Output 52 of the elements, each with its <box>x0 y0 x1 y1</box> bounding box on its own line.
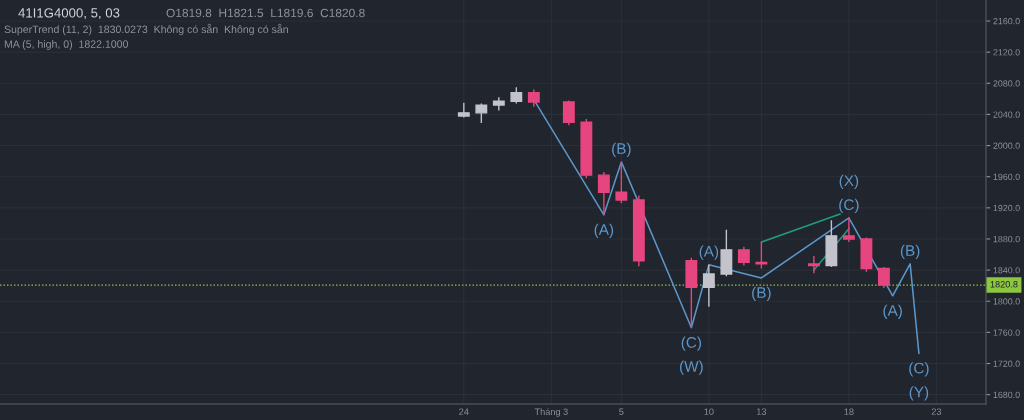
y-tick-label: 1840.0 <box>993 267 1020 274</box>
candlestick <box>755 241 768 270</box>
y-tick-label: 2000.0 <box>993 142 1020 149</box>
candlestick <box>685 256 698 329</box>
annotation: (A) <box>883 304 902 319</box>
annotation: O1819.8 H1821.5 L1819.6 C1820.8 <box>166 8 365 18</box>
y-tick-label: 1800.0 <box>993 298 1020 305</box>
candlestick <box>580 118 593 179</box>
x-tick-label: 13 <box>756 408 767 415</box>
candlestick <box>860 236 873 273</box>
y-tick-label: 2080.0 <box>993 80 1020 87</box>
annotation: (B) <box>900 244 920 259</box>
candlestick <box>825 219 838 268</box>
y-tick-label: 1680.0 <box>993 391 1020 398</box>
ref-line-label: 1820.8 <box>990 281 1018 288</box>
annotation: (C) <box>909 362 929 377</box>
x-tick-label: 18 <box>844 408 854 415</box>
text: 41I1G4000, 5, 03 <box>18 8 120 20</box>
annotation: (W) <box>680 360 703 375</box>
x-tick-label: 24 <box>459 408 469 415</box>
x-tick-label: Tháng 3 <box>534 408 568 417</box>
y-tick-label: 1880.0 <box>993 235 1020 243</box>
annotation: (B) <box>752 286 771 302</box>
annotation: (C) <box>681 336 702 351</box>
annotation: MA (5, high, 0) 1822.1000 <box>4 40 128 50</box>
annotation: (Y) <box>909 386 929 401</box>
annotation: SuperTrend (11, 2) 1830.0273 Không có sẵn Không có sẵn <box>4 23 288 36</box>
candlestick <box>632 194 645 267</box>
candlestick <box>597 171 610 216</box>
y-tick-label: 2160.0 <box>993 18 1020 25</box>
annotation: (A) <box>594 223 614 238</box>
annotation: (X) <box>839 174 859 190</box>
candlestick <box>877 266 890 289</box>
candlestick <box>702 263 715 308</box>
y-tick-label: 2040.0 <box>993 111 1020 118</box>
x-tick-label: 5 <box>619 408 624 415</box>
annotation: (A) <box>699 245 719 260</box>
candlestick <box>720 228 733 278</box>
y-tick-label: 2120.0 <box>993 49 1020 56</box>
x-tick-label: 23 <box>931 408 942 415</box>
y-tick-label: 1920.0 <box>993 204 1020 212</box>
annotation: (B) <box>612 142 631 158</box>
x-tick-label: 10 <box>704 408 714 415</box>
y-tick-label: 1960.0 <box>993 173 1020 181</box>
y-tick-label: 1720.0 <box>993 360 1020 367</box>
candlestick <box>737 246 750 267</box>
y-tick-label: 1760.0 <box>993 329 1020 336</box>
candlestick <box>842 216 855 243</box>
annotation: (C) <box>839 198 859 214</box>
candlestick <box>562 99 575 127</box>
candlestick <box>615 161 628 204</box>
candlestick <box>807 255 820 274</box>
